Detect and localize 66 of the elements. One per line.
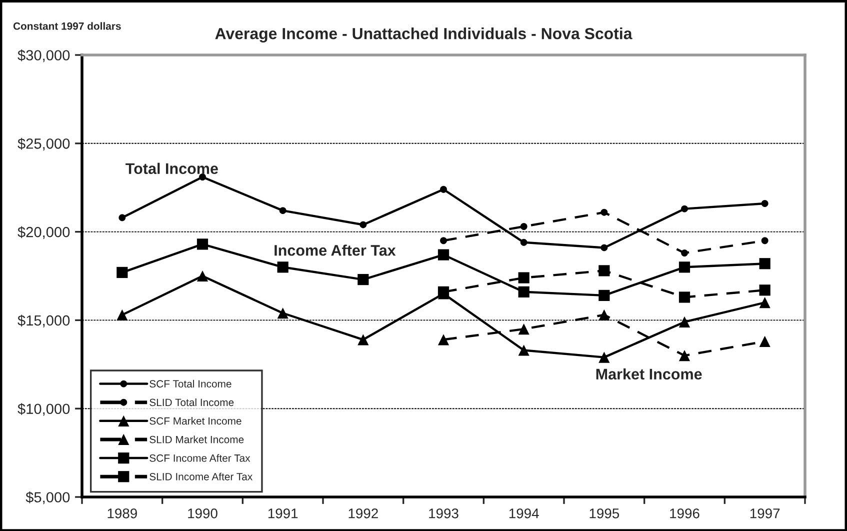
x-tick-label: 1989 xyxy=(108,508,137,518)
point xyxy=(598,265,610,276)
point xyxy=(277,308,288,319)
point xyxy=(678,316,690,328)
x-tick-label: 1992 xyxy=(348,508,378,518)
point xyxy=(681,250,688,256)
point xyxy=(518,323,530,335)
point xyxy=(678,292,690,303)
point xyxy=(277,262,288,273)
point xyxy=(438,249,450,260)
point xyxy=(759,296,770,308)
y-tick-label: $10,000 xyxy=(18,403,70,416)
legend-label: SLID Income After Tax xyxy=(150,472,252,480)
y-tick-label: $20,000 xyxy=(18,226,70,239)
y-tick-label: $15,000 xyxy=(18,314,70,328)
point xyxy=(518,344,530,356)
x-tick-label: 1990 xyxy=(188,508,218,518)
point xyxy=(518,272,530,284)
point xyxy=(678,350,690,362)
annotation: Market Income xyxy=(596,368,702,380)
point xyxy=(759,284,770,296)
point xyxy=(600,244,608,252)
point xyxy=(440,186,447,193)
point xyxy=(759,258,770,270)
point xyxy=(358,334,369,346)
point xyxy=(678,262,690,273)
point xyxy=(598,290,610,302)
legend-label: SCF Total Income xyxy=(150,380,232,388)
x-tick-label: 1995 xyxy=(590,508,620,518)
point xyxy=(761,200,768,207)
legend-label: SLID Market Income xyxy=(150,436,244,444)
annotation: Income After Tax xyxy=(274,244,396,256)
text: Constant 1997 dollars xyxy=(13,22,121,30)
point xyxy=(116,309,128,320)
point xyxy=(598,352,610,363)
annotation: Total Income xyxy=(126,162,218,174)
point xyxy=(196,238,208,250)
point xyxy=(681,205,688,212)
legend-label: SCF Income After Tax xyxy=(150,454,250,462)
x-tick-label: 1996 xyxy=(670,508,700,518)
point xyxy=(761,237,768,244)
y-tick-label: $30,000 xyxy=(18,49,70,62)
point xyxy=(518,286,530,298)
point xyxy=(759,336,770,347)
point xyxy=(360,221,367,228)
point xyxy=(520,238,528,246)
point xyxy=(199,174,206,180)
point xyxy=(118,214,126,222)
y-tick-label: $5,000 xyxy=(26,491,70,504)
x-tick-label: 1991 xyxy=(268,508,298,518)
y-tick-label: $25,000 xyxy=(18,138,70,151)
legend-label: SLID Total Income xyxy=(150,398,234,406)
point xyxy=(600,208,608,216)
point xyxy=(116,266,128,278)
x-tick-label: 1994 xyxy=(509,508,539,518)
point xyxy=(520,223,528,230)
point xyxy=(196,270,208,282)
point xyxy=(440,237,447,244)
point xyxy=(438,334,450,346)
point xyxy=(598,309,610,320)
x-tick-label: 1993 xyxy=(429,508,458,518)
point xyxy=(358,274,369,286)
chart-title: Average Income - Unattached Individuals - Nova Scotia xyxy=(215,28,632,42)
point xyxy=(279,207,286,214)
legend-label: SCF Market Income xyxy=(150,417,242,425)
x-tick-label: 1997 xyxy=(750,508,780,518)
